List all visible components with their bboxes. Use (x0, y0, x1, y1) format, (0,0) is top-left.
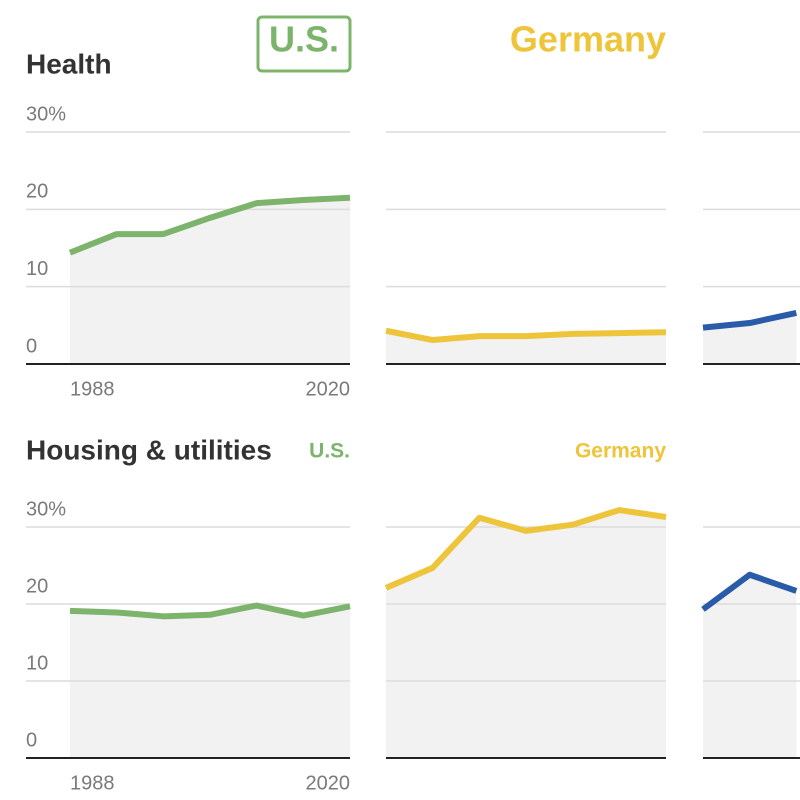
series-label: Germany (510, 19, 666, 60)
line (385, 327, 667, 344)
y-tick-label: 10 (26, 652, 48, 674)
label-box (256, 15, 352, 73)
x-tick-label: 1988 (70, 772, 115, 794)
chart-title: Housing & utilities (26, 434, 272, 465)
x-tick-label: 1988 (70, 378, 115, 400)
chart-title: Health (26, 48, 112, 79)
line (68, 194, 351, 256)
series-label: U.S. (309, 440, 350, 463)
area (70, 197, 350, 364)
series-label: Germany (575, 440, 666, 463)
line (69, 602, 351, 620)
line (701, 571, 798, 612)
y-tick-label: 0 (26, 729, 37, 751)
line (702, 310, 797, 331)
area (703, 574, 797, 758)
x-tick-label: 2020 (306, 772, 351, 794)
y-tick-label: 30% (26, 103, 66, 125)
y-tick-label: 30% (26, 498, 66, 520)
y-tick-label: 10 (26, 258, 48, 280)
area (386, 510, 666, 758)
y-tick-label: 0 (26, 335, 37, 357)
area (70, 605, 350, 758)
line (384, 507, 667, 591)
x-tick-label: 2020 (306, 378, 351, 400)
series-label: U.S. (269, 19, 339, 60)
y-tick-label: 20 (26, 575, 48, 597)
y-tick-label: 20 (26, 181, 48, 203)
